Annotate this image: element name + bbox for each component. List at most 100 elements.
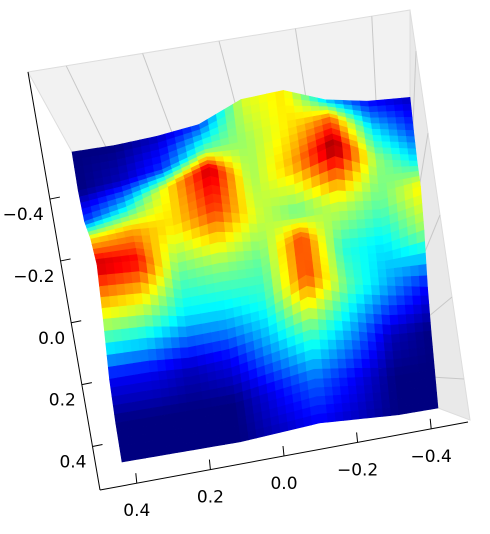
surface-cell: [118, 384, 129, 396]
surface-cell: [238, 148, 249, 157]
surface-cell: [130, 350, 141, 364]
surface-cell: [371, 384, 381, 394]
surface-cell: [339, 220, 350, 231]
surface-cell: [277, 186, 288, 198]
surface-cell: [379, 129, 390, 137]
surface-cell: [111, 256, 122, 264]
surface-cell: [144, 448, 154, 459]
surface-cell: [372, 134, 382, 142]
surface-cell: [354, 377, 364, 387]
surface-cell: [384, 359, 395, 369]
surface-cell: [368, 269, 379, 278]
surface-cell: [393, 267, 403, 278]
surface-cell: [292, 98, 303, 107]
surface-cell: [386, 375, 396, 385]
surface-cell: [317, 404, 327, 415]
surface-cell: [97, 274, 108, 287]
surface-cell: [319, 339, 329, 350]
surface-cell: [278, 421, 289, 433]
surface-cell: [125, 374, 136, 386]
surface-cell: [387, 383, 397, 393]
surface-cell: [353, 191, 364, 203]
surface-cell: [140, 360, 151, 375]
surface-cell: [175, 385, 186, 396]
surface-cell: [134, 304, 145, 317]
surface-cell: [146, 407, 156, 419]
surface-cell: [154, 406, 164, 417]
surface-cell: [418, 275, 428, 288]
surface-cell: [183, 314, 194, 328]
surface-cell: [334, 156, 345, 170]
surface-cell: [385, 111, 396, 118]
surface-cell: [309, 318, 319, 331]
surface-cell: [379, 391, 390, 401]
surface-cell: [355, 293, 365, 305]
surface-cell: [400, 255, 411, 268]
surface-cell: [416, 252, 427, 266]
surface-cell: [365, 236, 376, 247]
surface-cell: [343, 169, 354, 182]
surface-cell: [322, 288, 333, 302]
surface-cell: [155, 348, 165, 361]
surface-cell: [404, 129, 415, 137]
surface-cell: [370, 285, 380, 296]
surface-cell: [157, 295, 168, 307]
surface-cell: [243, 259, 254, 270]
surface-cell: [405, 136, 416, 144]
surface-cell: [337, 201, 348, 212]
grid-line: [65, 65, 107, 148]
surface-cell: [408, 243, 418, 257]
surface-cell: [325, 319, 335, 331]
surface-cell: [412, 304, 422, 315]
surface-cell: [208, 310, 219, 323]
surface-cell: [247, 214, 257, 225]
surface-cell: [135, 314, 146, 328]
surface-cell: [153, 337, 164, 350]
surface-cell: [160, 396, 171, 407]
surface-cell: [372, 304, 382, 316]
surface-cell: [165, 296, 176, 308]
surface-cell: [156, 226, 167, 236]
surface-cell: [416, 354, 427, 365]
surface-cell: [408, 254, 419, 267]
surface-cell: [374, 153, 385, 161]
surface-cell: [166, 243, 177, 255]
surface-cell: [193, 323, 204, 337]
surface-cell: [364, 218, 374, 229]
surface-cell: [385, 276, 396, 287]
surface-cell: [383, 159, 394, 168]
surface-cell: [395, 123, 406, 131]
surface-cell: [158, 379, 169, 390]
y-tick-label: 0.2: [49, 391, 76, 411]
surface-cell: [215, 436, 226, 447]
surface-cell: [100, 296, 111, 309]
surface-cell: [368, 105, 379, 113]
x-tick-label: 0.2: [197, 488, 224, 508]
surface-cell: [413, 313, 423, 324]
surface-cell: [247, 429, 257, 441]
surface-cell: [419, 286, 429, 297]
surface-cell: [394, 285, 405, 297]
surface-cell: [185, 325, 195, 338]
x-tick-label: −0.4: [411, 447, 452, 467]
surface-cell: [311, 339, 321, 350]
surface-cell: [225, 241, 236, 253]
surface-cell: [356, 228, 367, 239]
surface-cell: [216, 231, 227, 243]
surface-cell: [397, 141, 408, 149]
surface-cell: [119, 393, 130, 405]
surface-cell: [149, 371, 160, 382]
surface-cell: [380, 135, 391, 143]
surface-cell: [399, 154, 410, 162]
surface-cell: [333, 320, 343, 332]
surface-cell: [150, 380, 161, 391]
surface-cell: [348, 312, 359, 323]
surface-cell: [210, 330, 221, 344]
surface-cell: [355, 219, 366, 230]
surface-cell: [224, 385, 235, 397]
surface-cell: [386, 285, 397, 297]
surface-cell: [159, 445, 170, 456]
surface-cell: [298, 222, 309, 229]
surface-cell: [340, 229, 350, 240]
surface-cell: [270, 423, 281, 435]
